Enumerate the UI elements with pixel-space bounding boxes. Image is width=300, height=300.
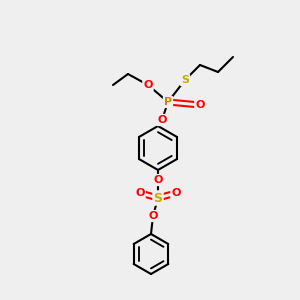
Text: O: O (148, 211, 158, 221)
Text: O: O (135, 188, 145, 198)
Text: S: S (181, 75, 189, 85)
Text: O: O (153, 175, 163, 185)
Text: O: O (157, 115, 167, 125)
Text: O: O (143, 80, 153, 90)
Text: S: S (154, 191, 163, 205)
Text: P: P (164, 97, 172, 107)
Text: O: O (171, 188, 181, 198)
Text: O: O (195, 100, 205, 110)
